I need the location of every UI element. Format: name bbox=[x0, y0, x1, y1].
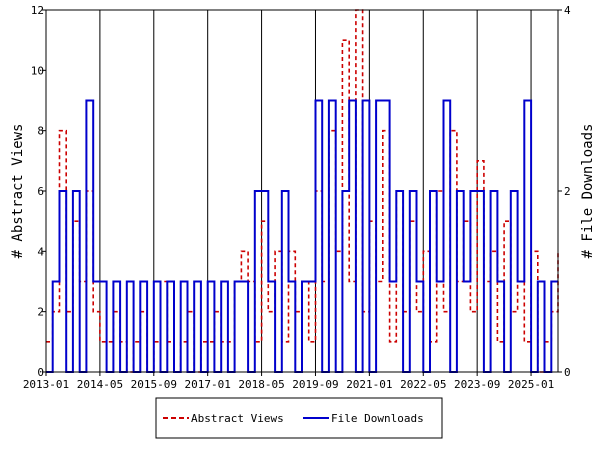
y-axis-title: # Abstract Views bbox=[10, 124, 26, 259]
x-tick-label: 2019-09 bbox=[292, 378, 338, 391]
legend: Abstract Views File Downloads bbox=[155, 397, 443, 439]
x-tick-label: 2014-05 bbox=[77, 378, 123, 391]
x-tick-label: 2013-01 bbox=[23, 378, 69, 391]
y-tick-label: 4 bbox=[37, 245, 44, 258]
series-layer bbox=[46, 9, 559, 373]
y2-tick-label: 0 bbox=[564, 366, 571, 379]
series-line-file-downloads bbox=[46, 99, 558, 373]
y-tick-label: 6 bbox=[37, 185, 44, 198]
x-tick-label: 2022-05 bbox=[400, 378, 446, 391]
x-tick-label: 2021-01 bbox=[346, 378, 392, 391]
y-tick-label: 2 bbox=[37, 306, 44, 319]
x-tick-label: 2025-01 bbox=[508, 378, 554, 391]
axes: 2013-01 2014-05 2015-09 2017-01 2018-05 2019-… bbox=[23, 4, 571, 391]
y-tick-label: 10 bbox=[31, 64, 44, 77]
legend-label-abstract-views: Abstract Views bbox=[191, 412, 284, 425]
x-tick-label: 2018-05 bbox=[238, 378, 284, 391]
x-tick-label: 2015-09 bbox=[131, 378, 177, 391]
legend-label-file-downloads: File Downloads bbox=[331, 412, 424, 425]
y2-tick-label: 4 bbox=[564, 4, 571, 17]
x-tick-label: 2017-01 bbox=[185, 378, 231, 391]
y2-axis-title: # File Downloads bbox=[580, 124, 596, 259]
y-tick-label: 0 bbox=[37, 366, 44, 379]
y2-tick-label: 2 bbox=[564, 185, 571, 198]
y-tick-label: 8 bbox=[37, 125, 44, 138]
y-tick-label: 12 bbox=[31, 4, 44, 17]
x-tick-label: 2023-09 bbox=[454, 378, 500, 391]
legend-box bbox=[155, 397, 443, 439]
